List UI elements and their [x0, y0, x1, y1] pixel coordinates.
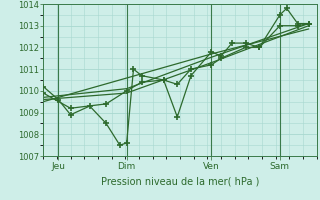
X-axis label: Pression niveau de la mer( hPa ): Pression niveau de la mer( hPa ) — [101, 176, 259, 186]
